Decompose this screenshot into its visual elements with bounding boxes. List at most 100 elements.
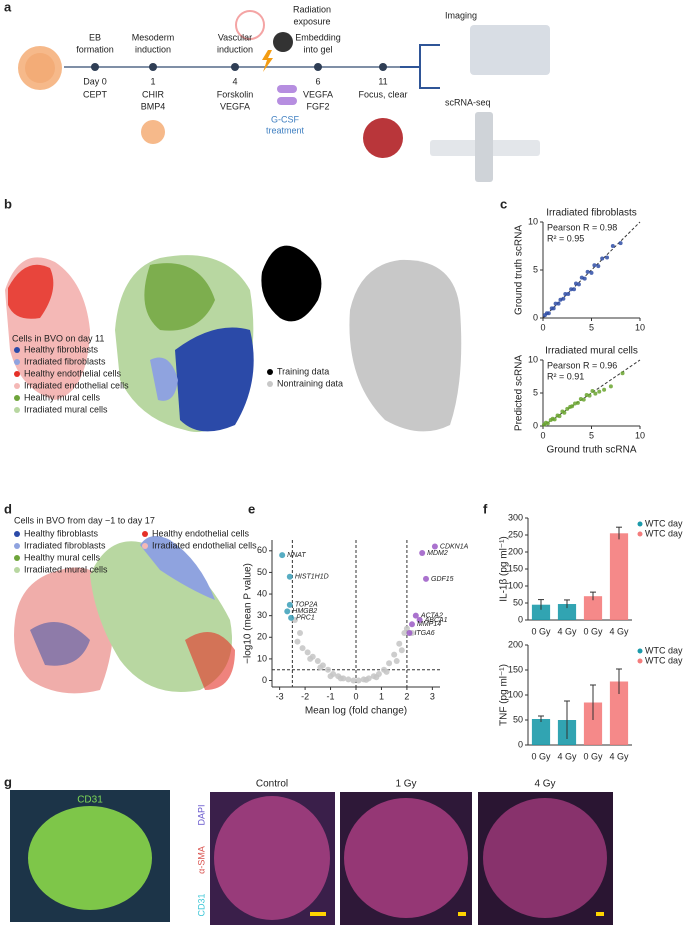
image-title: 4 Gy (534, 779, 555, 790)
point (412, 612, 419, 619)
radiation-label: Radiation (293, 4, 331, 14)
y-axis-label: IL-1β (pg ml⁻¹) (499, 536, 510, 601)
point (337, 675, 344, 682)
x-tick-label: 0 (540, 430, 545, 440)
x-tick-label: -1 (327, 691, 335, 701)
legend-swatch (14, 567, 20, 573)
stage-agent: BMP4 (141, 101, 166, 111)
legend-label: Irradiated fibroblasts (24, 356, 106, 366)
legend-swatch (14, 383, 20, 389)
point (386, 660, 393, 667)
bar (609, 681, 629, 745)
stage-agent: VEGFA (220, 101, 250, 111)
point (345, 676, 352, 683)
point (581, 397, 586, 402)
y-tick-label: 30 (257, 610, 267, 620)
timeline-dot (149, 63, 157, 71)
legend-swatch (14, 395, 20, 401)
point (576, 282, 581, 287)
x-tick-label: 10 (635, 430, 645, 440)
legend-swatch (637, 521, 643, 527)
x-tick-label: 0 Gy (531, 626, 551, 636)
stage-day: Day 0 (83, 76, 107, 86)
point-label: NNAT (287, 552, 306, 559)
x-tick-label: -3 (276, 691, 284, 701)
y-tick-label: 150 (508, 664, 523, 674)
x-tick-label: 0 Gy (531, 751, 551, 761)
legend-swatch (267, 381, 273, 387)
legend-label: Irradiated mural cells (24, 404, 108, 414)
protocol-artwork (18, 10, 550, 182)
image-title: Control (256, 779, 288, 790)
legend-label: WTC day 1 (645, 518, 685, 528)
point (556, 301, 561, 306)
point (304, 649, 311, 656)
point (297, 629, 303, 636)
legend-label: Irradiated endothelial cells (152, 540, 257, 550)
legend-swatch (14, 531, 20, 537)
point (284, 608, 291, 615)
point (546, 311, 551, 316)
mesoderm-cluster (141, 120, 165, 144)
point-label: HIST1H1D (295, 574, 329, 581)
annotation: R² = 0.95 (547, 233, 584, 243)
scale-bar (596, 912, 604, 916)
y-tick-label: 50 (513, 714, 523, 724)
x-tick-label: 2 (404, 691, 409, 701)
umap-d-fibroblasts (140, 536, 215, 600)
umap-healthy-endothelial (8, 264, 54, 319)
point (398, 647, 405, 654)
bar (583, 702, 603, 745)
stage-day: 11 (378, 76, 387, 86)
point (569, 287, 574, 292)
stage-title: Embedding (295, 32, 341, 42)
4gy-signal (483, 798, 607, 918)
panel-label: g (4, 774, 12, 789)
timeline-dot (91, 63, 99, 71)
y-tick-label: 0 (533, 420, 538, 430)
stage-day: 1 (150, 76, 155, 86)
x-tick-label: 5 (589, 322, 594, 332)
point-label: HMGB2 (292, 608, 317, 615)
y-tick-label: 200 (508, 639, 523, 649)
point (393, 658, 400, 665)
capsule-icon (277, 85, 297, 93)
stage-agent: Forskolin (217, 89, 254, 99)
stage-title: Mesoderm (132, 32, 175, 42)
stage-title: into gel (303, 44, 332, 54)
legend-swatch (637, 648, 643, 654)
image-title: CD31 (77, 795, 103, 806)
point-label: ACTA2 (420, 613, 443, 620)
channel-label: CD31 (196, 893, 206, 916)
umap-d-healthy-fibroblasts (30, 622, 90, 666)
point (406, 629, 413, 636)
x-tick-label: 4 Gy (609, 626, 629, 636)
point (391, 651, 398, 658)
point (355, 677, 362, 684)
y-tick-label: 10 (528, 216, 538, 226)
x-tick-label: 10 (635, 322, 645, 332)
y-axis-label: TNF (pg ml⁻¹) (499, 664, 510, 726)
panel-label: a (4, 0, 12, 14)
identity-line (542, 359, 641, 427)
annotation: Pearson R = 0.96 (547, 360, 617, 370)
point-label: PRC1 (296, 615, 315, 622)
point (602, 387, 607, 392)
legend-title: Cells in BVO from day −1 to day 17 (14, 515, 155, 525)
legend-swatch (637, 658, 643, 664)
timeline-dot (314, 63, 322, 71)
point (605, 255, 610, 260)
point (592, 263, 597, 268)
point (593, 391, 598, 396)
control-signal (214, 796, 330, 920)
legend-label: Healthy endothelial cells (24, 368, 122, 378)
y-tick-label: 100 (508, 580, 523, 590)
umap-healthy-fibroblasts (175, 327, 254, 432)
stage-day: 4 (232, 76, 237, 86)
x-axis-label: Mean log (fold change) (305, 706, 407, 717)
legend-title: Cells in BVO on day 11 (12, 333, 104, 343)
point (401, 629, 408, 636)
point (431, 543, 438, 550)
y-tick-label: 50 (257, 567, 267, 577)
y-tick-label: 0 (262, 675, 267, 685)
